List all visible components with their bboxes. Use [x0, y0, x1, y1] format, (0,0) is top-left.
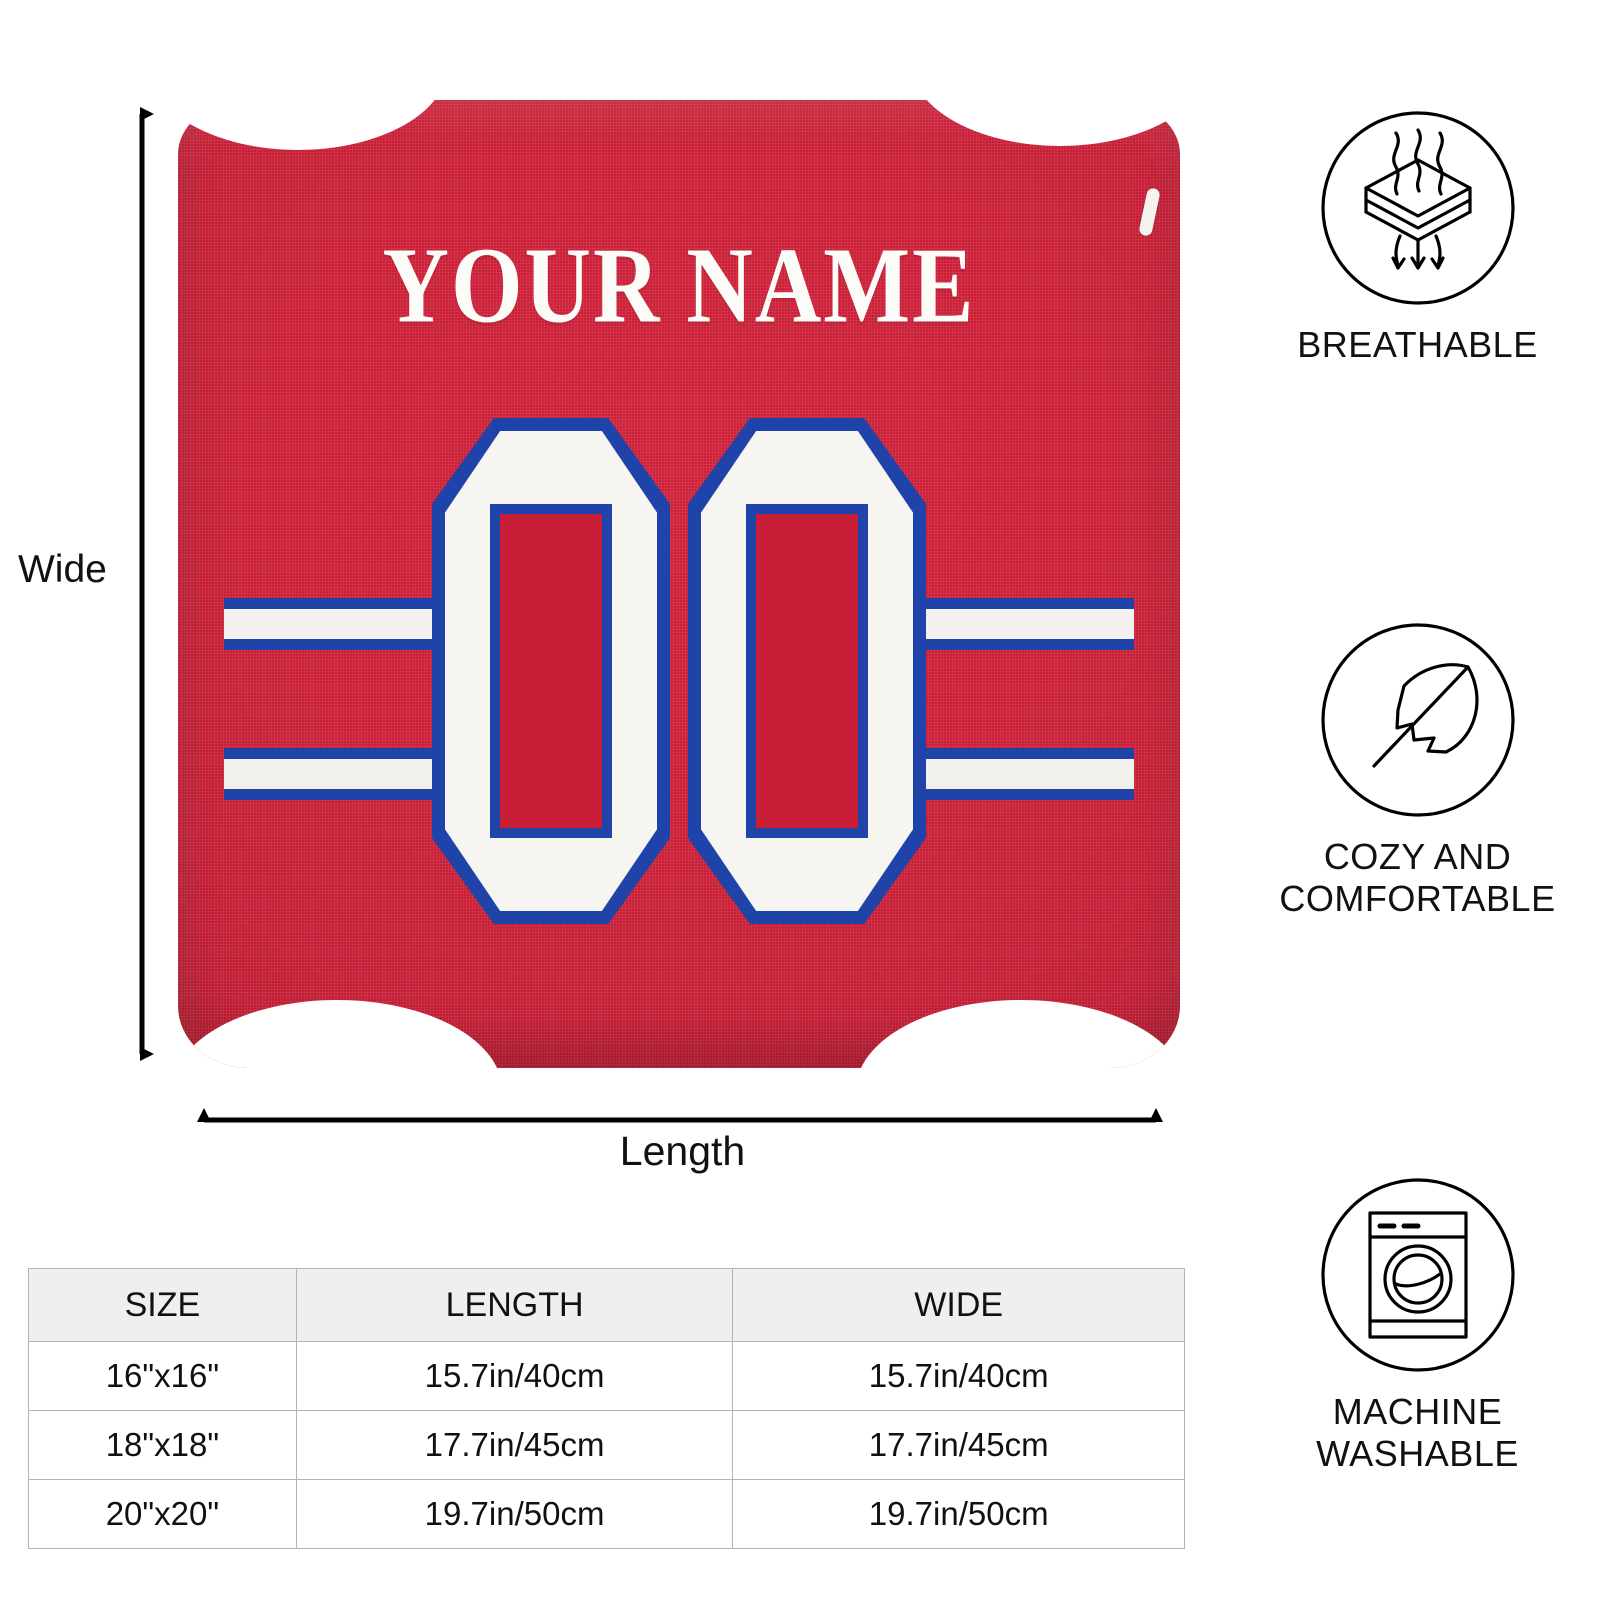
column-header-size: SIZE	[28, 1268, 297, 1342]
table-row: 20"x20" 19.7in/50cm 19.7in/50cm	[28, 1479, 1185, 1549]
feature-machine-washable: MACHINE WASHABLE	[1235, 1175, 1600, 1475]
table-row: 16"x16" 15.7in/40cm 15.7in/40cm	[28, 1341, 1185, 1411]
pillow-corner-shaping	[856, 1000, 1180, 1068]
size-chart-table: SIZE LENGTH WIDE 16"x16" 15.7in/40cm 15.…	[28, 1268, 1185, 1549]
table-row: 18"x18" 17.7in/45cm 17.7in/45cm	[28, 1410, 1185, 1480]
length-dimension-arrow	[197, 1108, 1163, 1123]
digit-counter	[500, 514, 602, 828]
cell-length: 17.7in/45cm	[295, 1410, 734, 1480]
length-dimension-label-wrap: Length	[195, 1128, 1170, 1175]
breathable-fabric-icon	[1320, 111, 1515, 305]
pillow-body: YOUR NAME	[178, 100, 1180, 1068]
cell-wide: 19.7in/50cm	[732, 1479, 1185, 1549]
wide-dimension-label: Wide	[18, 548, 107, 591]
jersey-name-text: YOUR NAME	[382, 224, 976, 346]
pillow-product-image: YOUR NAME	[148, 0, 1210, 1068]
cell-size: 16"x16"	[28, 1341, 297, 1411]
feature-breathable: BREATHABLE	[1235, 108, 1600, 366]
jersey-digit	[432, 418, 670, 924]
cell-length: 19.7in/50cm	[295, 1479, 734, 1549]
feature-cozy-comfortable: COZY AND COMFORTABLE	[1235, 620, 1600, 920]
cell-size: 20"x20"	[28, 1479, 297, 1549]
washing-machine-icon	[1320, 1178, 1515, 1372]
feature-label: BREATHABLE	[1297, 324, 1538, 365]
cell-wide: 15.7in/40cm	[732, 1341, 1185, 1411]
column-header-length: LENGTH	[295, 1268, 734, 1342]
digit-counter	[756, 514, 858, 828]
jersey-digit	[688, 418, 926, 924]
feather-icon	[1320, 623, 1515, 817]
feature-label: COZY AND COMFORTABLE	[1279, 836, 1556, 919]
cell-wide: 17.7in/45cm	[732, 1410, 1185, 1480]
feature-label: MACHINE WASHABLE	[1316, 1391, 1519, 1474]
pillow-corner-shaping	[178, 1000, 502, 1068]
cell-length: 15.7in/40cm	[295, 1341, 734, 1411]
jersey-number-text	[178, 418, 1180, 924]
wide-dimension-arrow	[139, 107, 154, 1061]
cell-size: 18"x18"	[28, 1410, 297, 1480]
column-header-wide: WIDE	[732, 1268, 1185, 1342]
table-header-row: SIZE LENGTH WIDE	[28, 1268, 1185, 1342]
length-dimension-label: Length	[619, 1128, 746, 1174]
